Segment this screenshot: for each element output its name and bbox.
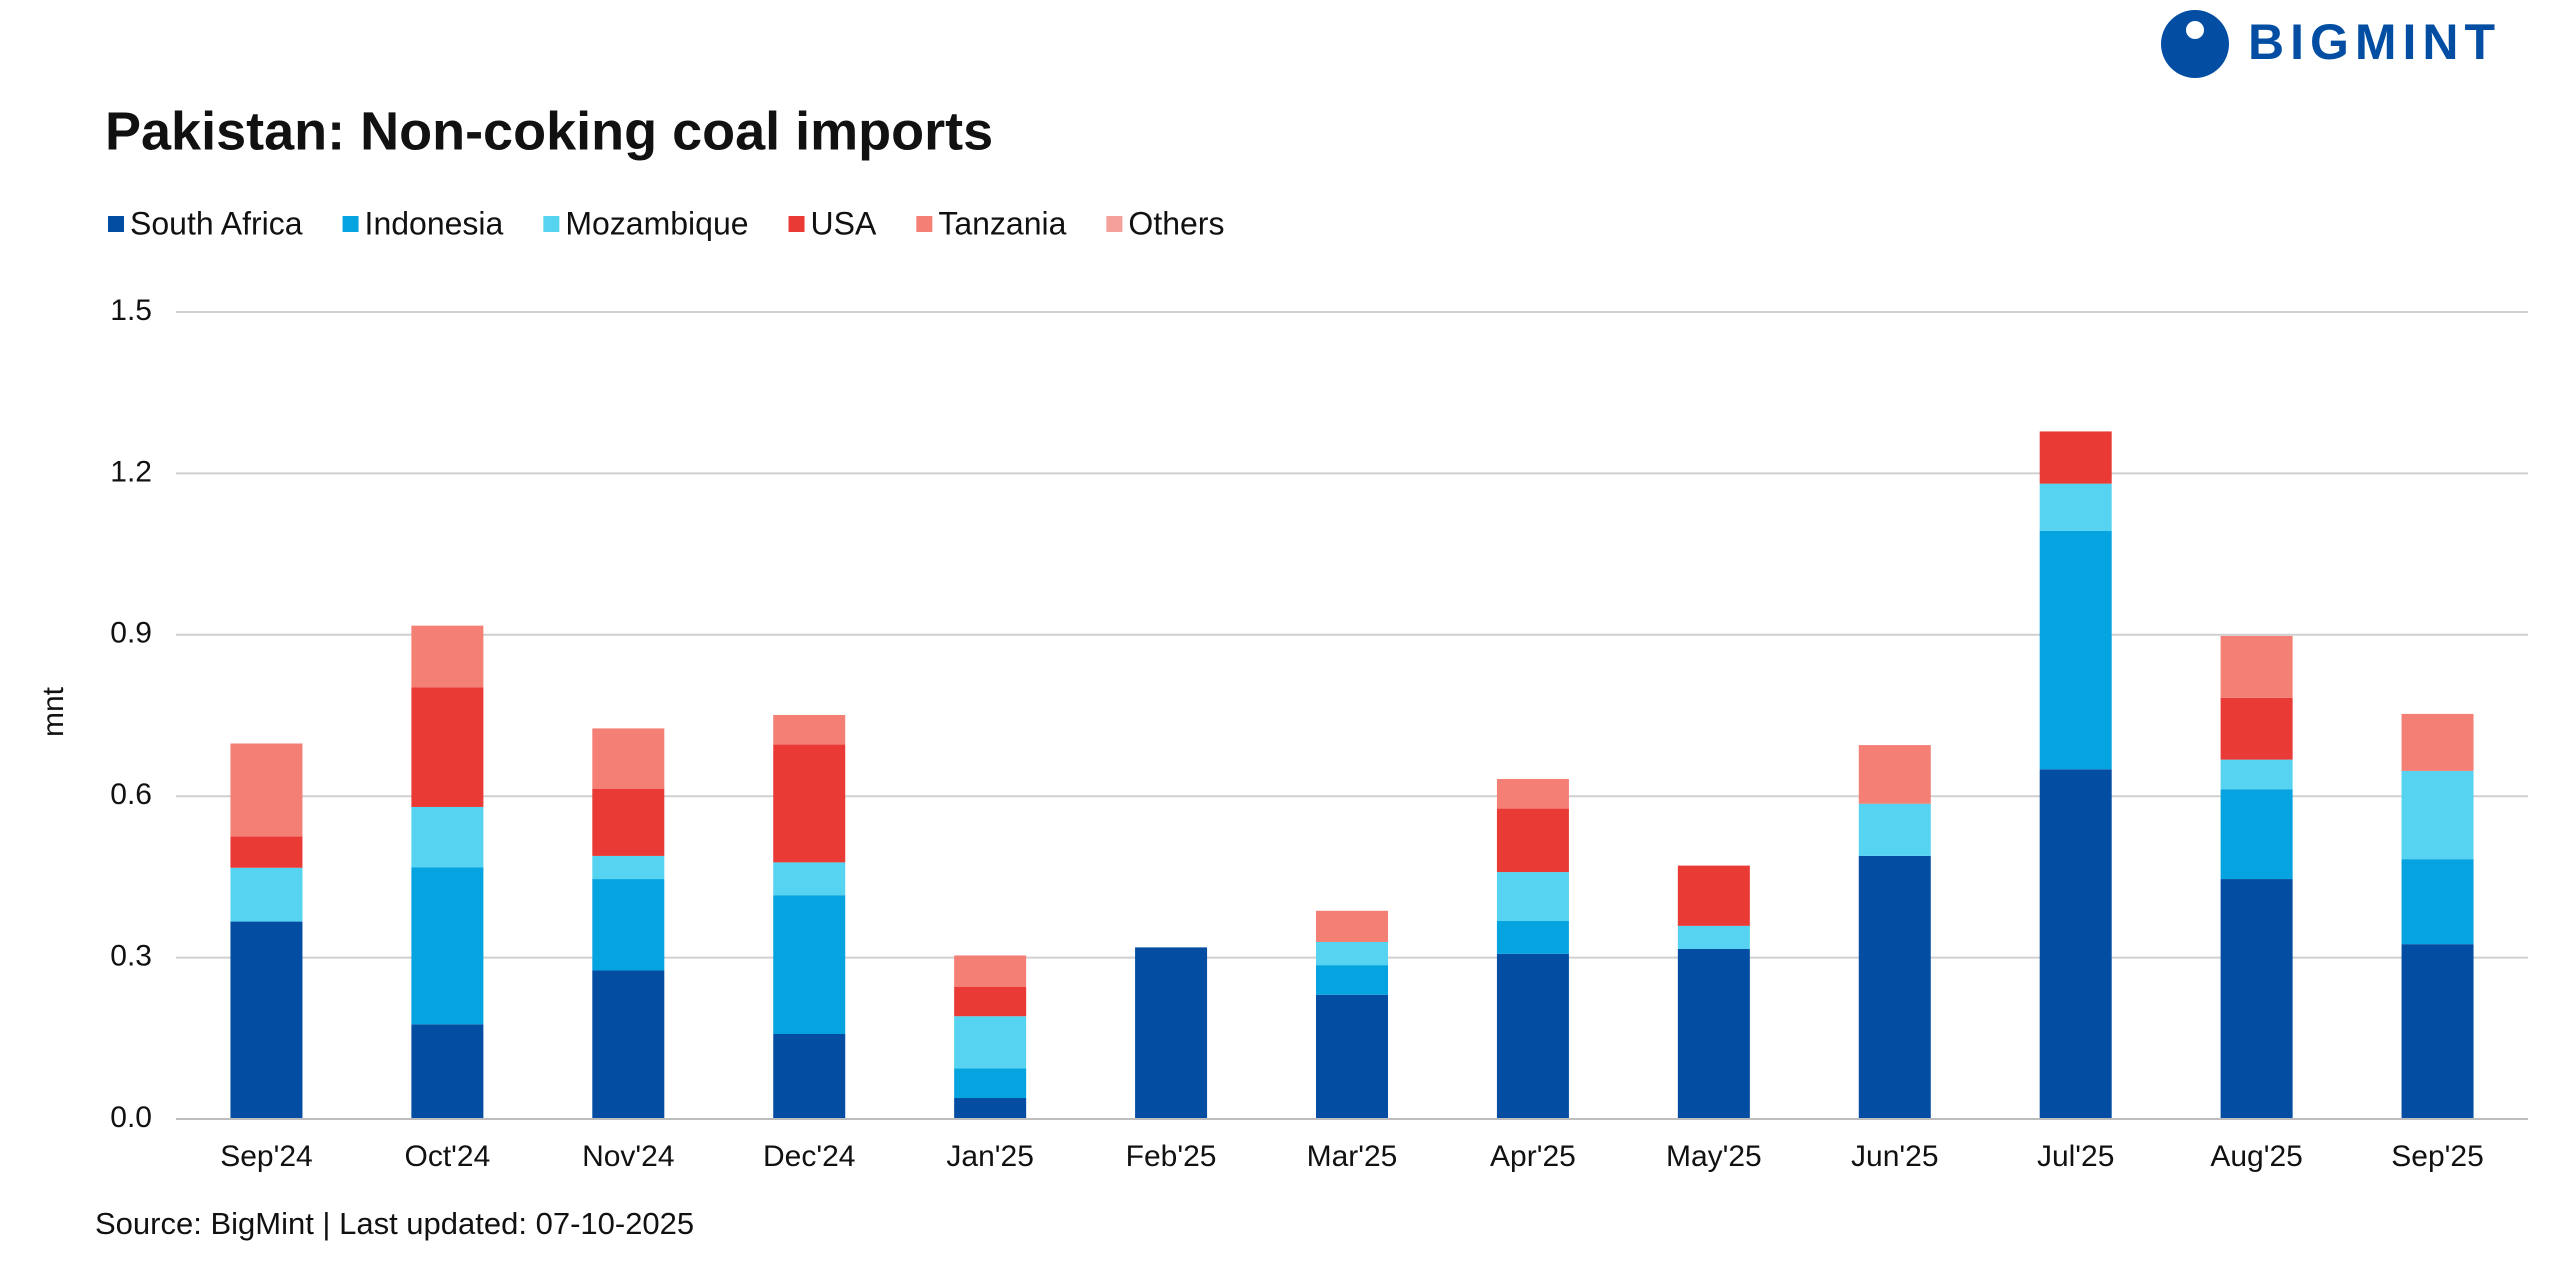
bar-segment bbox=[1316, 910, 1388, 942]
x-tick-label: May'25 bbox=[1666, 1140, 1762, 1173]
x-tick-label: Jan'25 bbox=[946, 1140, 1033, 1173]
x-tick-label: Jun'25 bbox=[1851, 1140, 1938, 1173]
bar-segment bbox=[773, 862, 846, 896]
bar-segment bbox=[1135, 947, 1208, 1119]
legend-swatch bbox=[1106, 216, 1123, 232]
bar-segment bbox=[773, 895, 846, 1034]
x-tick-label: Sep'24 bbox=[220, 1140, 312, 1173]
bar-segment bbox=[230, 921, 303, 1119]
bar-segment bbox=[2039, 431, 2112, 484]
legend: South Africa Indonesia Mozambique USA Tanzan… bbox=[108, 205, 1224, 241]
bar-segment bbox=[411, 625, 484, 688]
bar-segment bbox=[773, 1033, 846, 1119]
y-tick-label: 0.0 bbox=[110, 1101, 152, 1134]
legend-swatch bbox=[916, 216, 933, 232]
bar-segment bbox=[230, 867, 303, 922]
bar-segment bbox=[2220, 635, 2293, 698]
x-tick-label: Feb'25 bbox=[1126, 1140, 1217, 1173]
bar-segment bbox=[2220, 789, 2293, 880]
bar-segment bbox=[2401, 713, 2474, 771]
bar-segment bbox=[411, 806, 484, 868]
bar-segment bbox=[2401, 859, 2474, 945]
bar-segment bbox=[2220, 879, 2293, 1119]
chart-title: Pakistan: Non-coking coal imports bbox=[105, 101, 993, 161]
bar-segment bbox=[1496, 953, 1569, 1119]
x-tick-label: Sep'25 bbox=[2391, 1140, 2483, 1173]
x-tick-label: Mar'25 bbox=[1307, 1140, 1398, 1173]
bar-segment bbox=[1858, 855, 1931, 1119]
legend-label: Indonesia bbox=[365, 205, 504, 241]
logo: BIGMINT bbox=[2248, 14, 2501, 70]
bar-segment bbox=[592, 788, 665, 856]
bar-segment bbox=[1496, 778, 1569, 809]
bar-segment bbox=[411, 687, 484, 807]
bar-segment bbox=[2220, 759, 2293, 790]
x-tick-label: Apr'25 bbox=[1490, 1140, 1576, 1173]
bar-segment bbox=[954, 1068, 1027, 1099]
legend-swatch bbox=[342, 216, 359, 232]
bar-segment bbox=[2401, 770, 2474, 860]
bar-segment bbox=[773, 744, 846, 863]
bar-segment bbox=[230, 743, 303, 837]
bar-segment bbox=[411, 867, 484, 1025]
y-tick-label: 0.3 bbox=[110, 940, 152, 973]
logo-icon bbox=[2161, 10, 2229, 78]
bar-segment bbox=[230, 836, 303, 868]
y-tick-label: 0.9 bbox=[110, 617, 152, 650]
legend-swatch bbox=[108, 216, 124, 232]
legend-label: Tanzania bbox=[938, 205, 1066, 241]
x-tick-label: Jul'25 bbox=[2037, 1140, 2114, 1173]
bar-segment bbox=[411, 1024, 484, 1119]
logo-icon-head bbox=[2186, 21, 2204, 39]
y-tick-label: 1.2 bbox=[110, 455, 152, 488]
legend-label: Others bbox=[1128, 205, 1224, 241]
bar-segment bbox=[1677, 925, 1750, 949]
legend-label: USA bbox=[811, 205, 877, 241]
bar-segment bbox=[2220, 697, 2293, 760]
bar-segment bbox=[2039, 769, 2112, 1119]
bar-segment bbox=[1316, 965, 1388, 995]
bar-segment bbox=[2039, 483, 2112, 531]
bar-segment bbox=[954, 986, 1027, 1017]
legend-swatch bbox=[788, 216, 805, 232]
legend-swatch bbox=[543, 216, 560, 232]
y-tick-label: 0.6 bbox=[110, 778, 152, 811]
bar-segment bbox=[954, 1016, 1027, 1069]
bar-segment bbox=[1858, 745, 1931, 804]
bar-segment bbox=[592, 855, 665, 880]
bar-segment bbox=[1496, 872, 1569, 922]
bar-segment bbox=[1496, 808, 1569, 873]
bar-segment bbox=[1496, 921, 1569, 954]
source: Source: BigMint | Last updated: 07-10-20… bbox=[95, 1206, 694, 1241]
bar-segment bbox=[1677, 865, 1750, 926]
x-tick-label: Aug'25 bbox=[2210, 1140, 2302, 1173]
bar-segment bbox=[592, 970, 665, 1119]
bar-segment bbox=[954, 1098, 1027, 1119]
legend-label: Mozambique bbox=[565, 205, 748, 241]
legend-label: South Africa bbox=[130, 205, 303, 241]
bar-segment bbox=[1858, 803, 1931, 856]
bar-segment bbox=[1677, 948, 1750, 1119]
x-tick-label: Nov'24 bbox=[582, 1140, 674, 1173]
bar-segment bbox=[2401, 944, 2474, 1119]
bar-segment bbox=[1316, 994, 1388, 1119]
bar-segment bbox=[592, 728, 665, 789]
y-axis-label: mnt bbox=[37, 686, 70, 737]
bar-segment bbox=[773, 714, 846, 745]
bar-segment bbox=[1316, 941, 1388, 966]
x-tick-label: Oct'24 bbox=[404, 1140, 490, 1173]
bar-segment bbox=[592, 879, 665, 971]
x-tick-label: Dec'24 bbox=[763, 1140, 855, 1173]
bar-segment bbox=[2039, 530, 2112, 770]
bar-segment bbox=[954, 955, 1027, 987]
y-tick-label: 1.5 bbox=[110, 294, 152, 327]
